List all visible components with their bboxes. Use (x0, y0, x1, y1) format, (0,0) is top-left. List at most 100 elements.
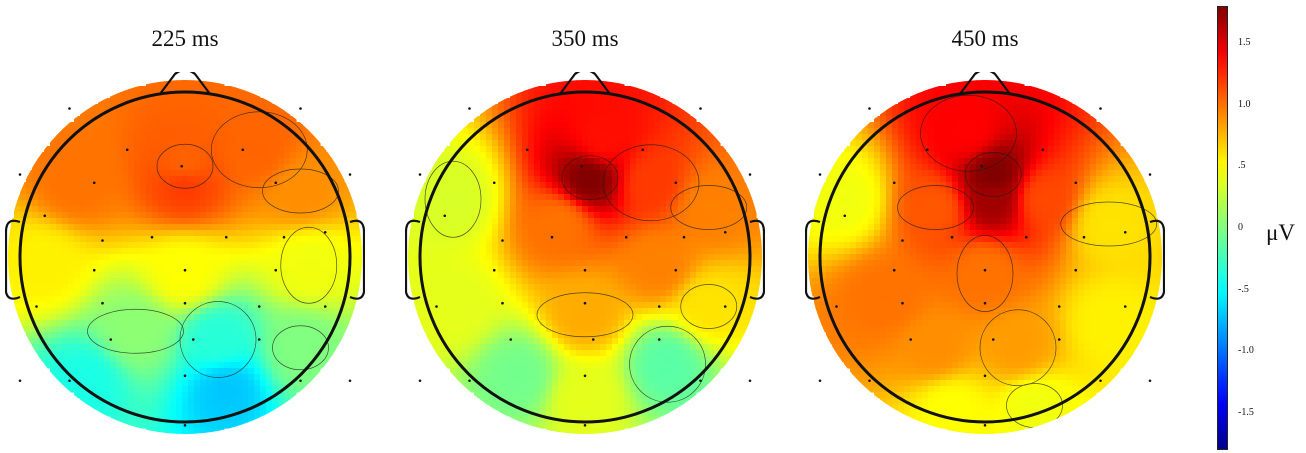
electrode-dot (282, 235, 286, 239)
contour-lines (897, 94, 1158, 428)
electrode-dot (674, 181, 678, 185)
electrode-dot (983, 90, 987, 94)
color-scale-tick: -1.0 (1238, 345, 1254, 357)
electrode-sites (418, 90, 752, 427)
electrode-dot (180, 164, 183, 168)
electrode-dot (92, 268, 96, 272)
color-scale-tick: 0 (1238, 222, 1243, 233)
electrode-dot (418, 379, 422, 383)
potential-field (408, 80, 762, 434)
electrode-dot (657, 305, 661, 308)
nose (959, 72, 1011, 95)
color-scale-tick: .5 (1238, 160, 1246, 172)
right-ear (749, 219, 765, 300)
electrode-dot (1082, 235, 1086, 239)
potential-field (808, 80, 1162, 434)
electrode-dot (92, 181, 96, 185)
electrode-dot (468, 107, 471, 110)
contour-lines (87, 111, 339, 378)
electrode-dot (583, 90, 587, 94)
electrode-dot (241, 148, 245, 152)
electrode-dot (183, 424, 187, 427)
electrode-dot (348, 173, 352, 176)
electrode-dot (109, 338, 113, 341)
electrode-dot (1024, 235, 1028, 239)
electrode-dot (468, 379, 471, 383)
electrode-dot (224, 235, 228, 239)
electrode-dot (980, 164, 983, 168)
electrode-dot (550, 235, 554, 239)
electrode-dot (624, 235, 628, 239)
electrode-dot (868, 107, 871, 110)
electrode-dot (723, 305, 727, 308)
electrode-dot (591, 338, 595, 341)
electrode-dot (583, 268, 587, 272)
electrode-dot (348, 379, 352, 383)
electrode-dot (35, 305, 38, 308)
electrode-dot (580, 164, 583, 168)
electrode-dot (983, 268, 987, 272)
electrode-dot (925, 148, 929, 152)
electrode-dot (492, 268, 496, 272)
electrode-dot (18, 379, 22, 383)
electrode-dot (183, 374, 187, 378)
scalp-map-450ms (805, 72, 1165, 434)
electrode-dot (257, 338, 261, 341)
electrode-dot (101, 301, 104, 305)
scalp-map-350ms (405, 72, 765, 434)
nose (159, 72, 211, 95)
color-scale-bar (1217, 6, 1228, 450)
electrode-dot (183, 301, 187, 305)
electrode-dot (1074, 181, 1078, 185)
electrode-dot (68, 379, 71, 383)
right-ear (1149, 219, 1165, 300)
electrode-dot (657, 338, 661, 341)
electrode-dot (983, 301, 987, 305)
electrode-dot (901, 301, 904, 305)
potential-field (8, 80, 362, 434)
electrode-dot (818, 379, 822, 383)
contour-lines (424, 144, 748, 403)
electrode-dot (257, 305, 261, 308)
electrode-dot (101, 239, 104, 242)
electrode-dot (583, 374, 587, 378)
electrode-dot (323, 305, 327, 308)
electrode-dot (909, 338, 913, 341)
electrode-dot (843, 214, 847, 218)
electrode-dot (1099, 379, 1102, 383)
electrode-dot (274, 268, 278, 272)
scalp-map-225ms (5, 72, 365, 434)
right-ear (349, 219, 365, 300)
electrode-dot (674, 268, 678, 272)
electrode-dot (699, 107, 702, 110)
electrode-dot (583, 301, 587, 305)
electrode-dot (835, 305, 838, 308)
map-title-450ms: 450 ms (951, 26, 1019, 51)
electrode-dot (150, 235, 154, 239)
electrode-dot (892, 181, 896, 185)
electrode-dot (183, 268, 187, 272)
electrode-dot (418, 173, 422, 176)
electrode-dot (1099, 107, 1102, 110)
color-scale-tick: 1.0 (1238, 98, 1251, 110)
electrode-dot (699, 379, 702, 383)
electrode-dot (525, 148, 529, 152)
electrode-dot (299, 107, 302, 110)
electrode-dot (1057, 338, 1061, 341)
color-scale-unit: μV (1266, 220, 1295, 245)
map-title-350ms: 350 ms (551, 26, 619, 51)
color-scale-tick: -1.5 (1238, 407, 1254, 418)
electrode-dot (43, 214, 47, 218)
electrode-dot (1074, 268, 1078, 272)
electrode-dot (1057, 305, 1061, 308)
electrode-dot (983, 424, 987, 427)
electrode-dot (509, 338, 513, 341)
electrode-dot (1123, 305, 1127, 308)
electrode-dot (991, 338, 995, 341)
electrode-dot (501, 239, 504, 242)
electrode-dot (682, 235, 686, 239)
electrode-dot (583, 424, 587, 427)
electrode-dot (1041, 148, 1045, 152)
color-scale-tick: 1.5 (1238, 37, 1251, 48)
electrode-dot (723, 230, 727, 234)
